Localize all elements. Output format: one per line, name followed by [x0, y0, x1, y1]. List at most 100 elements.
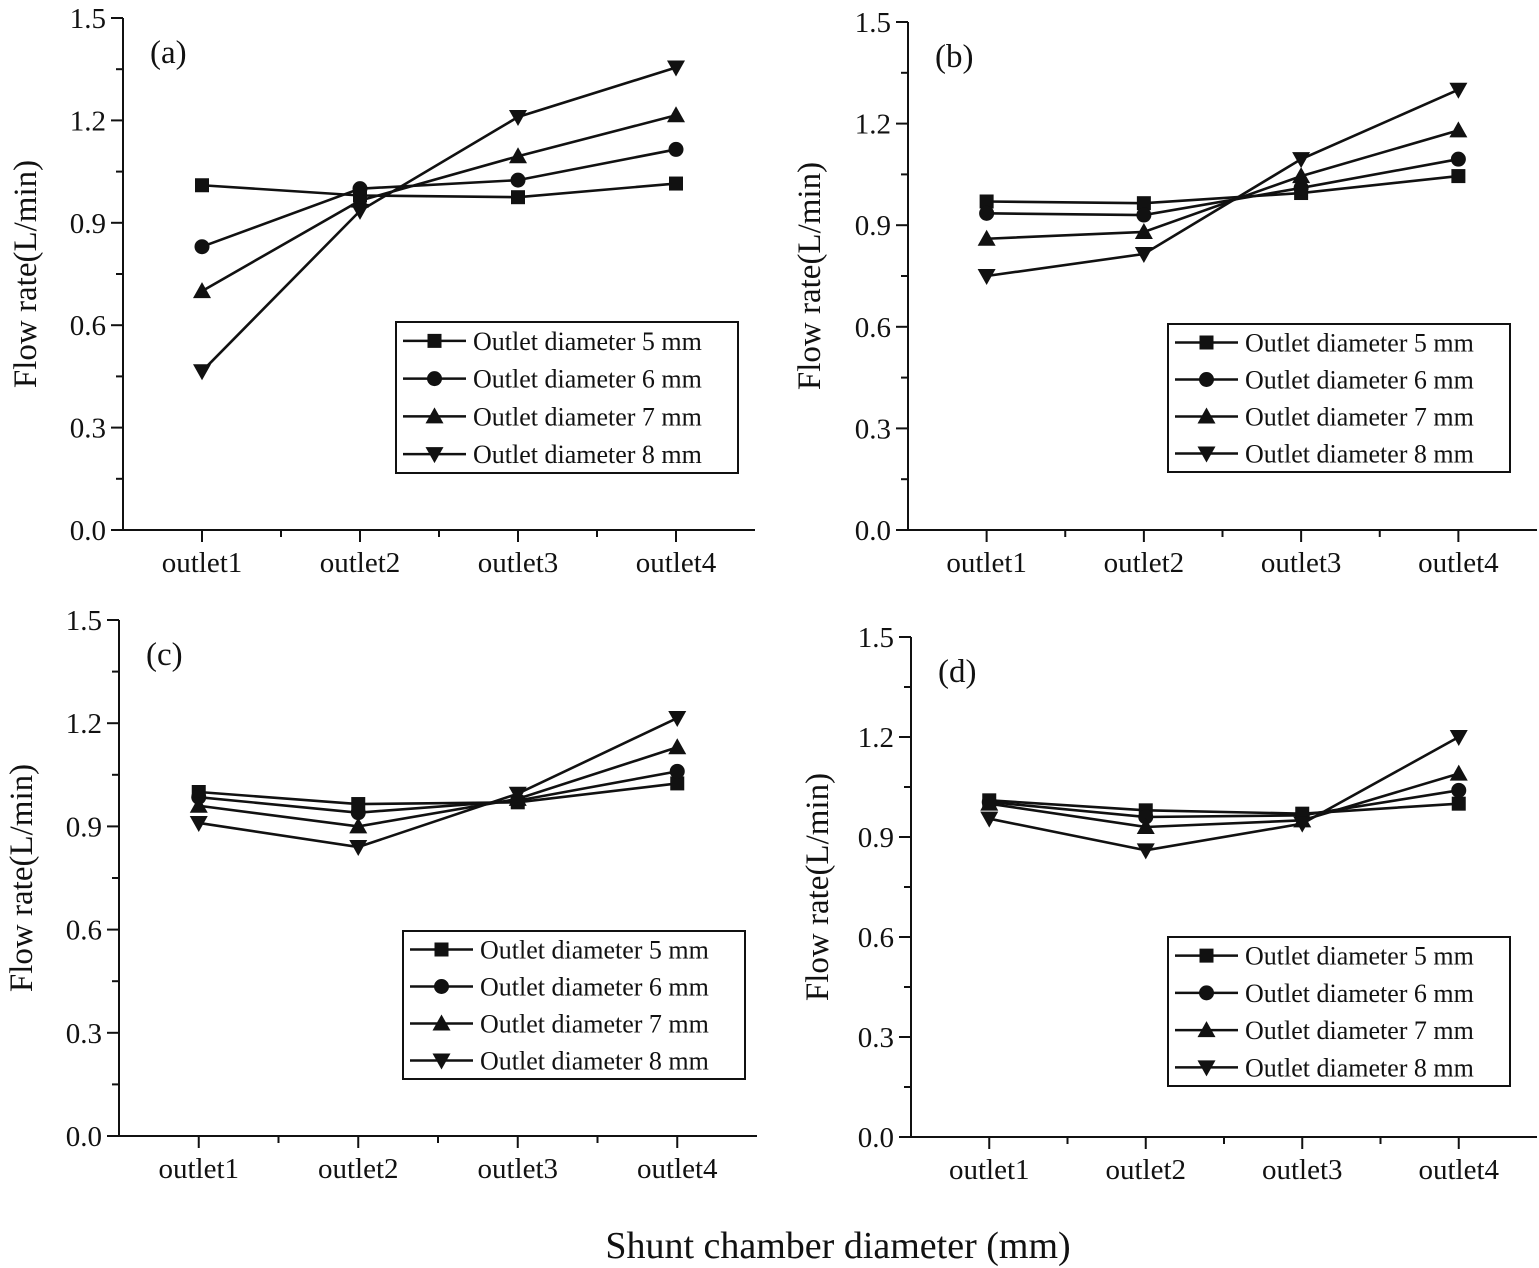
- legend-label: Outlet diameter 7 mm: [1245, 1016, 1474, 1045]
- legend-marker: [434, 979, 449, 994]
- legend-marker: [427, 333, 442, 348]
- data-point: [195, 178, 209, 193]
- series-line: [986, 157, 1459, 217]
- data-point: [1450, 151, 1466, 167]
- series-line: [989, 789, 1459, 819]
- data-point: [350, 805, 366, 821]
- series-5mm: [979, 169, 1466, 211]
- data-point: [1292, 167, 1311, 184]
- data-point: [510, 172, 526, 188]
- legend-label: Outlet diameter 8 mm: [480, 1047, 709, 1076]
- data-point: [668, 141, 684, 157]
- series-8mm: [189, 711, 687, 857]
- legend-marker: [432, 1053, 451, 1070]
- y-tick-label: 0.3: [66, 1018, 102, 1050]
- x-tick-label: outlet1: [158, 1153, 239, 1185]
- legend-label: Outlet diameter 5 mm: [473, 327, 702, 356]
- legend-marker: [432, 1014, 451, 1031]
- data-point: [1134, 246, 1153, 263]
- series-line: [201, 182, 677, 199]
- series-line: [201, 148, 677, 248]
- chart-panel-d: 0.0 0.3 0.6 0.9 1.2 1.5 outlet1 outlet2 outlet3 o…: [800, 622, 1537, 1186]
- y-tick-label: 0.0: [70, 515, 106, 547]
- series-6mm: [979, 151, 1466, 223]
- data-point: [193, 364, 211, 381]
- legend: Outlet diameter 5 mm Outlet diameter 6 mm…: [1167, 936, 1511, 1087]
- legend-marker: [427, 371, 442, 387]
- series-5mm: [195, 176, 683, 205]
- x-tick-label: outlet3: [478, 547, 559, 579]
- legend-marker: [1197, 1021, 1216, 1038]
- legend-box: [1167, 936, 1511, 1087]
- data-point: [1136, 818, 1155, 834]
- x-axis-title: Shunt chamber diameter (mm): [605, 1225, 1070, 1267]
- x-tick-label: outlet1: [949, 1154, 1030, 1186]
- series-7mm: [193, 106, 685, 299]
- legend-label: Outlet diameter 7 mm: [480, 1010, 709, 1039]
- data-point: [1293, 180, 1309, 196]
- data-point: [189, 815, 208, 832]
- y-tick-label: 0.9: [858, 822, 894, 854]
- legend-label: Outlet diameter 8 mm: [1245, 440, 1474, 469]
- data-point: [977, 269, 996, 285]
- data-point: [670, 776, 685, 791]
- x-tick-label: outlet3: [477, 1153, 558, 1185]
- data-point: [1136, 207, 1152, 223]
- legend-marker: [1197, 407, 1216, 424]
- y-tick-label: 1.5: [66, 605, 102, 637]
- series-line: [989, 772, 1460, 829]
- data-point: [1136, 843, 1155, 860]
- legend-label: Outlet diameter 5 mm: [1245, 329, 1474, 358]
- y-tick-label: 0.6: [70, 310, 106, 342]
- legend: Outlet diameter 5 mm Outlet diameter 6 mm…: [402, 930, 746, 1080]
- data-point: [509, 147, 527, 164]
- y-tick-label: 1.2: [70, 105, 106, 137]
- y-tick-label: 0.3: [70, 413, 106, 445]
- data-point: [979, 194, 994, 209]
- x-tick-label: outlet4: [1418, 1154, 1499, 1186]
- data-point: [980, 794, 999, 811]
- series-line: [198, 716, 678, 849]
- panel-label: (b): [935, 39, 973, 75]
- legend-box: [395, 321, 739, 474]
- x-tick-label: outlet4: [637, 1153, 718, 1185]
- y-tick-label: 0.9: [70, 208, 106, 240]
- series-line: [986, 88, 1459, 278]
- data-point: [511, 190, 525, 205]
- data-point: [189, 796, 208, 813]
- panel-label: (d): [938, 654, 976, 690]
- data-point: [979, 205, 995, 221]
- data-point: [669, 176, 683, 191]
- legend-label: Outlet diameter 7 mm: [473, 402, 702, 431]
- series-line: [986, 129, 1459, 241]
- data-point: [349, 840, 368, 857]
- x-tick-label: outlet2: [1105, 1154, 1186, 1186]
- data-point: [1449, 121, 1468, 138]
- data-point: [1293, 816, 1312, 833]
- legend-label: Outlet diameter 6 mm: [1245, 366, 1474, 395]
- data-point: [193, 282, 211, 299]
- series-line: [989, 799, 1459, 815]
- legend-marker: [434, 942, 449, 957]
- data-point: [977, 229, 996, 246]
- legend-marker: [1199, 985, 1214, 1001]
- legend-marker: [425, 447, 444, 464]
- legend-marker: [1197, 1060, 1216, 1077]
- x-tick-label: outlet3: [1262, 1154, 1343, 1186]
- y-tick-label: 1.5: [858, 622, 894, 654]
- legend-marker: [1199, 948, 1214, 963]
- y-tick-label: 0.3: [858, 1022, 894, 1054]
- data-point: [1451, 169, 1466, 184]
- chart-panel-c: 0.0 0.3 0.6 0.9 1.2 1.5 outlet1 outlet2 outlet3 o…: [4, 605, 757, 1185]
- data-point: [1292, 152, 1311, 169]
- x-tick-label: outlet1: [946, 547, 1027, 579]
- data-point: [668, 711, 687, 728]
- data-point: [1136, 196, 1151, 211]
- data-point: [980, 811, 999, 828]
- data-point: [669, 763, 685, 779]
- chart-panel-b: 0.0 0.3 0.6 0.9 1.2 1.5 outlet1 outlet2 outlet3 o…: [792, 7, 1537, 579]
- x-tick-label: outlet4: [636, 547, 717, 579]
- data-point: [508, 786, 527, 803]
- data-point: [351, 203, 369, 220]
- series-8mm: [193, 60, 685, 381]
